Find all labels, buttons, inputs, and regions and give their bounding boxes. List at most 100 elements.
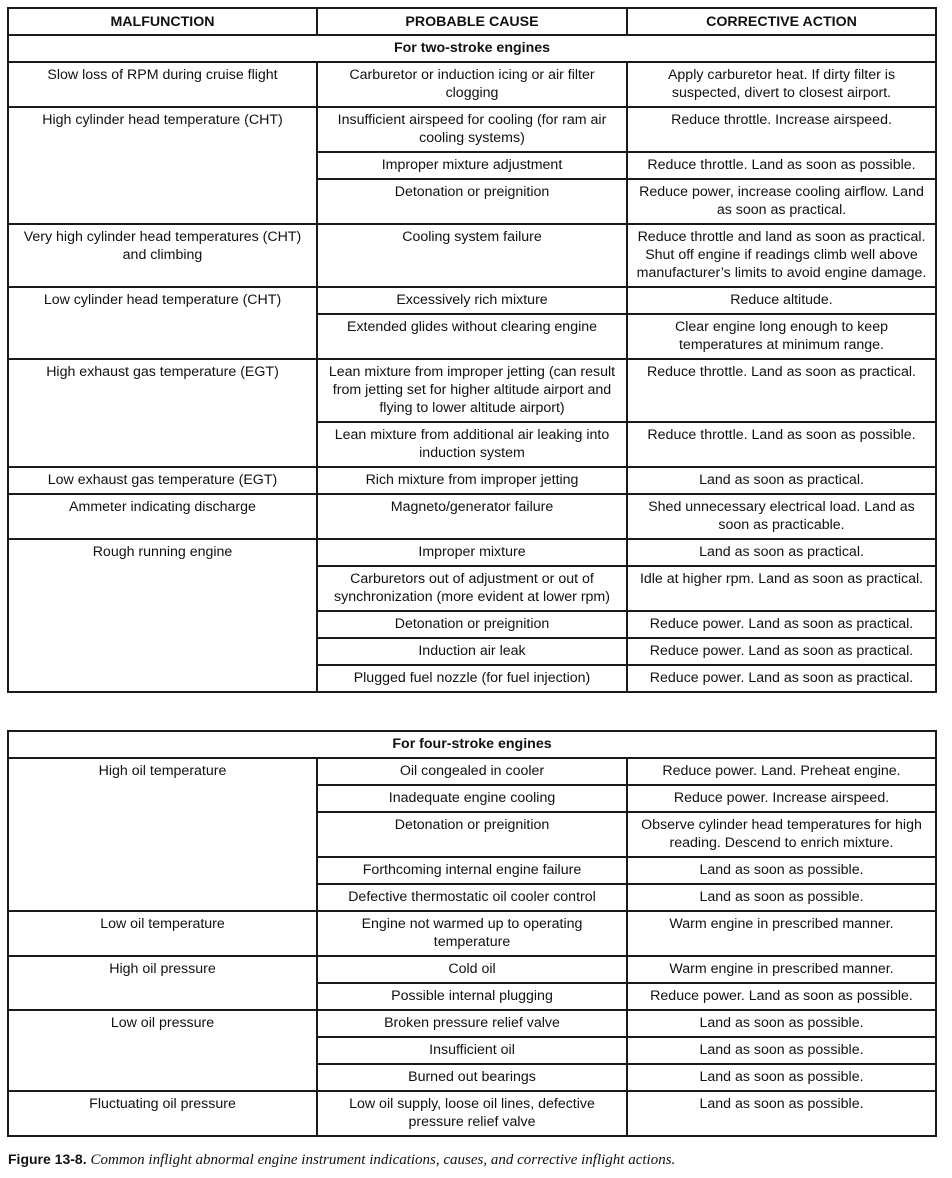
cause-cell: Induction air leak bbox=[316, 637, 628, 666]
action-cell: Observe cylinder head temperatures for h… bbox=[626, 811, 937, 858]
table-row: Improper mixture adjustment Reduce thrott… bbox=[8, 151, 937, 180]
table-row: Forthcoming internal engine failure Land … bbox=[8, 856, 937, 885]
cause-cell: Carburetor or induction icing or air fil… bbox=[316, 61, 628, 108]
table-row: Low oil pressure Broken pressure relief v… bbox=[7, 1009, 937, 1092]
malfunction-cell: Low oil temperature bbox=[7, 910, 318, 957]
action-cell: Reduce throttle. Land as soon as possibl… bbox=[626, 421, 937, 468]
cause-cell: Cold oil bbox=[316, 955, 628, 984]
action-cell: Shed unnecessary electrical load. Land a… bbox=[626, 493, 937, 540]
cause-cell: Engine not warmed up to operating temper… bbox=[316, 910, 628, 957]
cause-cell: Lean mixture from improper jetting (can … bbox=[316, 358, 628, 423]
cause-cell: Carburetors out of adjustment or out of … bbox=[316, 565, 628, 612]
cause-cell: Insufficient airspeed for cooling (for r… bbox=[316, 106, 628, 153]
action-cell: Reduce power. Land as soon as possible. bbox=[626, 982, 937, 1011]
cause-cell: Magneto/generator failure bbox=[316, 493, 628, 540]
cause-cell: Low oil supply, loose oil lines, defecti… bbox=[316, 1090, 628, 1137]
action-cell: Warm engine in prescribed manner. bbox=[626, 955, 937, 984]
action-cell: Land as soon as possible. bbox=[626, 1063, 937, 1092]
table-row: High exhaust gas temperature (EGT) Lean m… bbox=[7, 358, 937, 468]
table-row: Low exhaust gas temperature (EGT) Rich mi… bbox=[7, 466, 937, 495]
cause-cell: Lean mixture from additional air leaking… bbox=[316, 421, 628, 468]
cause-cell: Forthcoming internal engine failure bbox=[316, 856, 628, 885]
table-row: High oil pressure Cold oil Warm engine in … bbox=[7, 955, 937, 1011]
table-row: Low oil temperature Engine not warmed up … bbox=[7, 910, 937, 957]
table-row: High cylinder head temperature (CHT) Insu… bbox=[7, 106, 937, 225]
malfunction-cell: Slow loss of RPM during cruise flight bbox=[7, 61, 318, 108]
section-title: For two-stroke engines bbox=[7, 34, 937, 63]
malfunction-cell: High oil temperature bbox=[7, 757, 318, 912]
cause-cell: Inadequate engine cooling bbox=[316, 784, 628, 813]
malfunction-cell: High exhaust gas temperature (EGT) bbox=[7, 358, 318, 468]
caption-label: Figure 13-8. bbox=[8, 1151, 87, 1167]
section-title: For four-stroke engines bbox=[7, 730, 937, 759]
cause-cell: Excessively rich mixture bbox=[316, 286, 628, 315]
two-stroke-table: MALFUNCTION PROBABLE CAUSE CORRECTIVE AC… bbox=[7, 7, 937, 693]
malfunction-cell: Fluctuating oil pressure bbox=[7, 1090, 318, 1137]
action-cell: Land as soon as practical. bbox=[626, 538, 937, 567]
section-row: For four-stroke engines bbox=[7, 730, 937, 759]
table-row: Very high cylinder head temperatures (CH… bbox=[7, 223, 937, 288]
cause-cell: Rich mixture from improper jetting bbox=[316, 466, 628, 495]
action-cell: Land as soon as possible. bbox=[626, 1009, 937, 1038]
table-row: Plugged fuel nozzle (for fuel injection)… bbox=[8, 664, 937, 693]
action-cell: Land as soon as possible. bbox=[626, 1036, 937, 1065]
table-row: Carburetors out of adjustment or out of … bbox=[8, 565, 937, 612]
action-cell: Land as soon as possible. bbox=[626, 1090, 937, 1137]
action-cell: Reduce power. Land as soon as practical. bbox=[626, 637, 937, 666]
cause-cell: Defective thermostatic oil cooler contro… bbox=[316, 883, 628, 912]
table-row: Detonation or preignition Observe cylinde… bbox=[8, 811, 937, 858]
four-stroke-table: For four-stroke engines High oil temperat… bbox=[7, 730, 937, 1137]
header-row: MALFUNCTION PROBABLE CAUSE CORRECTIVE AC… bbox=[7, 7, 937, 36]
malfunction-cell: High cylinder head temperature (CHT) bbox=[7, 106, 318, 225]
table-row: Detonation or preignition Reduce power. L… bbox=[8, 610, 937, 639]
malfunction-cell: Low oil pressure bbox=[7, 1009, 318, 1092]
header-probable-cause: PROBABLE CAUSE bbox=[316, 7, 628, 36]
action-cell: Apply carburetor heat. If dirty filter i… bbox=[626, 61, 937, 108]
table-row: Inadequate engine cooling Reduce power. I… bbox=[8, 784, 937, 813]
figure-caption: Figure 13-8. Common inflight abnormal en… bbox=[8, 1151, 675, 1169]
table-row: Detonation or preignition Reduce power, i… bbox=[8, 178, 937, 225]
table-row: Rough running engine Improper mixture Land… bbox=[7, 538, 937, 693]
action-cell: Idle at higher rpm. Land as soon as prac… bbox=[626, 565, 937, 612]
cause-cell: Cooling system failure bbox=[316, 223, 628, 288]
cause-cell: Burned out bearings bbox=[316, 1063, 628, 1092]
table-row: Burned out bearings Land as soon as possi… bbox=[8, 1063, 937, 1092]
cause-cell: Oil congealed in cooler bbox=[316, 757, 628, 786]
table-row: Slow loss of RPM during cruise flight Car… bbox=[7, 61, 937, 108]
cause-cell: Detonation or preignition bbox=[316, 610, 628, 639]
malfunction-cell: High oil pressure bbox=[7, 955, 318, 1011]
action-cell: Reduce throttle. Increase airspeed. bbox=[626, 106, 937, 153]
action-cell: Reduce throttle. Land as soon as practic… bbox=[626, 358, 937, 423]
caption-text: Common inflight abnormal engine instrume… bbox=[90, 1152, 676, 1168]
action-cell: Reduce power. Land as soon as practical. bbox=[626, 610, 937, 639]
cause-cell: Improper mixture adjustment bbox=[316, 151, 628, 180]
action-cell: Land as soon as practical. bbox=[626, 466, 937, 495]
malfunction-cell: Rough running engine bbox=[7, 538, 318, 693]
table-row: Possible internal plugging Reduce power. … bbox=[8, 982, 937, 1011]
action-cell: Reduce power. Increase airspeed. bbox=[626, 784, 937, 813]
action-cell: Land as soon as possible. bbox=[626, 856, 937, 885]
action-cell: Reduce power. Land. Preheat engine. bbox=[626, 757, 937, 786]
cause-cell: Insufficient oil bbox=[316, 1036, 628, 1065]
section-row: For two-stroke engines bbox=[7, 34, 937, 63]
table-row: Extended glides without clearing engine C… bbox=[8, 313, 937, 360]
action-cell: Reduce power, increase cooling airflow. … bbox=[626, 178, 937, 225]
malfunction-cell: Low cylinder head temperature (CHT) bbox=[7, 286, 318, 360]
table-row: Ammeter indicating discharge Magneto/gene… bbox=[7, 493, 937, 540]
table-row: Fluctuating oil pressure Low oil supply, … bbox=[7, 1090, 937, 1137]
action-cell: Clear engine long enough to keep tempera… bbox=[626, 313, 937, 360]
malfunction-cell: Low exhaust gas temperature (EGT) bbox=[7, 466, 318, 495]
table-row: High oil temperature Oil congealed in coo… bbox=[7, 757, 937, 912]
cause-cell: Broken pressure relief valve bbox=[316, 1009, 628, 1038]
table-row: Lean mixture from additional air leaking… bbox=[8, 421, 937, 468]
header-corrective-action: CORRECTIVE ACTION bbox=[626, 7, 937, 36]
action-cell: Reduce throttle. Land as soon as possibl… bbox=[626, 151, 937, 180]
malfunction-cell: Ammeter indicating discharge bbox=[7, 493, 318, 540]
cause-cell: Possible internal plugging bbox=[316, 982, 628, 1011]
action-cell: Warm engine in prescribed manner. bbox=[626, 910, 937, 957]
action-cell: Reduce power. Land as soon as practical. bbox=[626, 664, 937, 693]
table-row: Defective thermostatic oil cooler contro… bbox=[8, 883, 937, 912]
action-cell: Reduce altitude. bbox=[626, 286, 937, 315]
malfunction-cell: Very high cylinder head temperatures (CH… bbox=[7, 223, 318, 288]
cause-cell: Detonation or preignition bbox=[316, 178, 628, 225]
